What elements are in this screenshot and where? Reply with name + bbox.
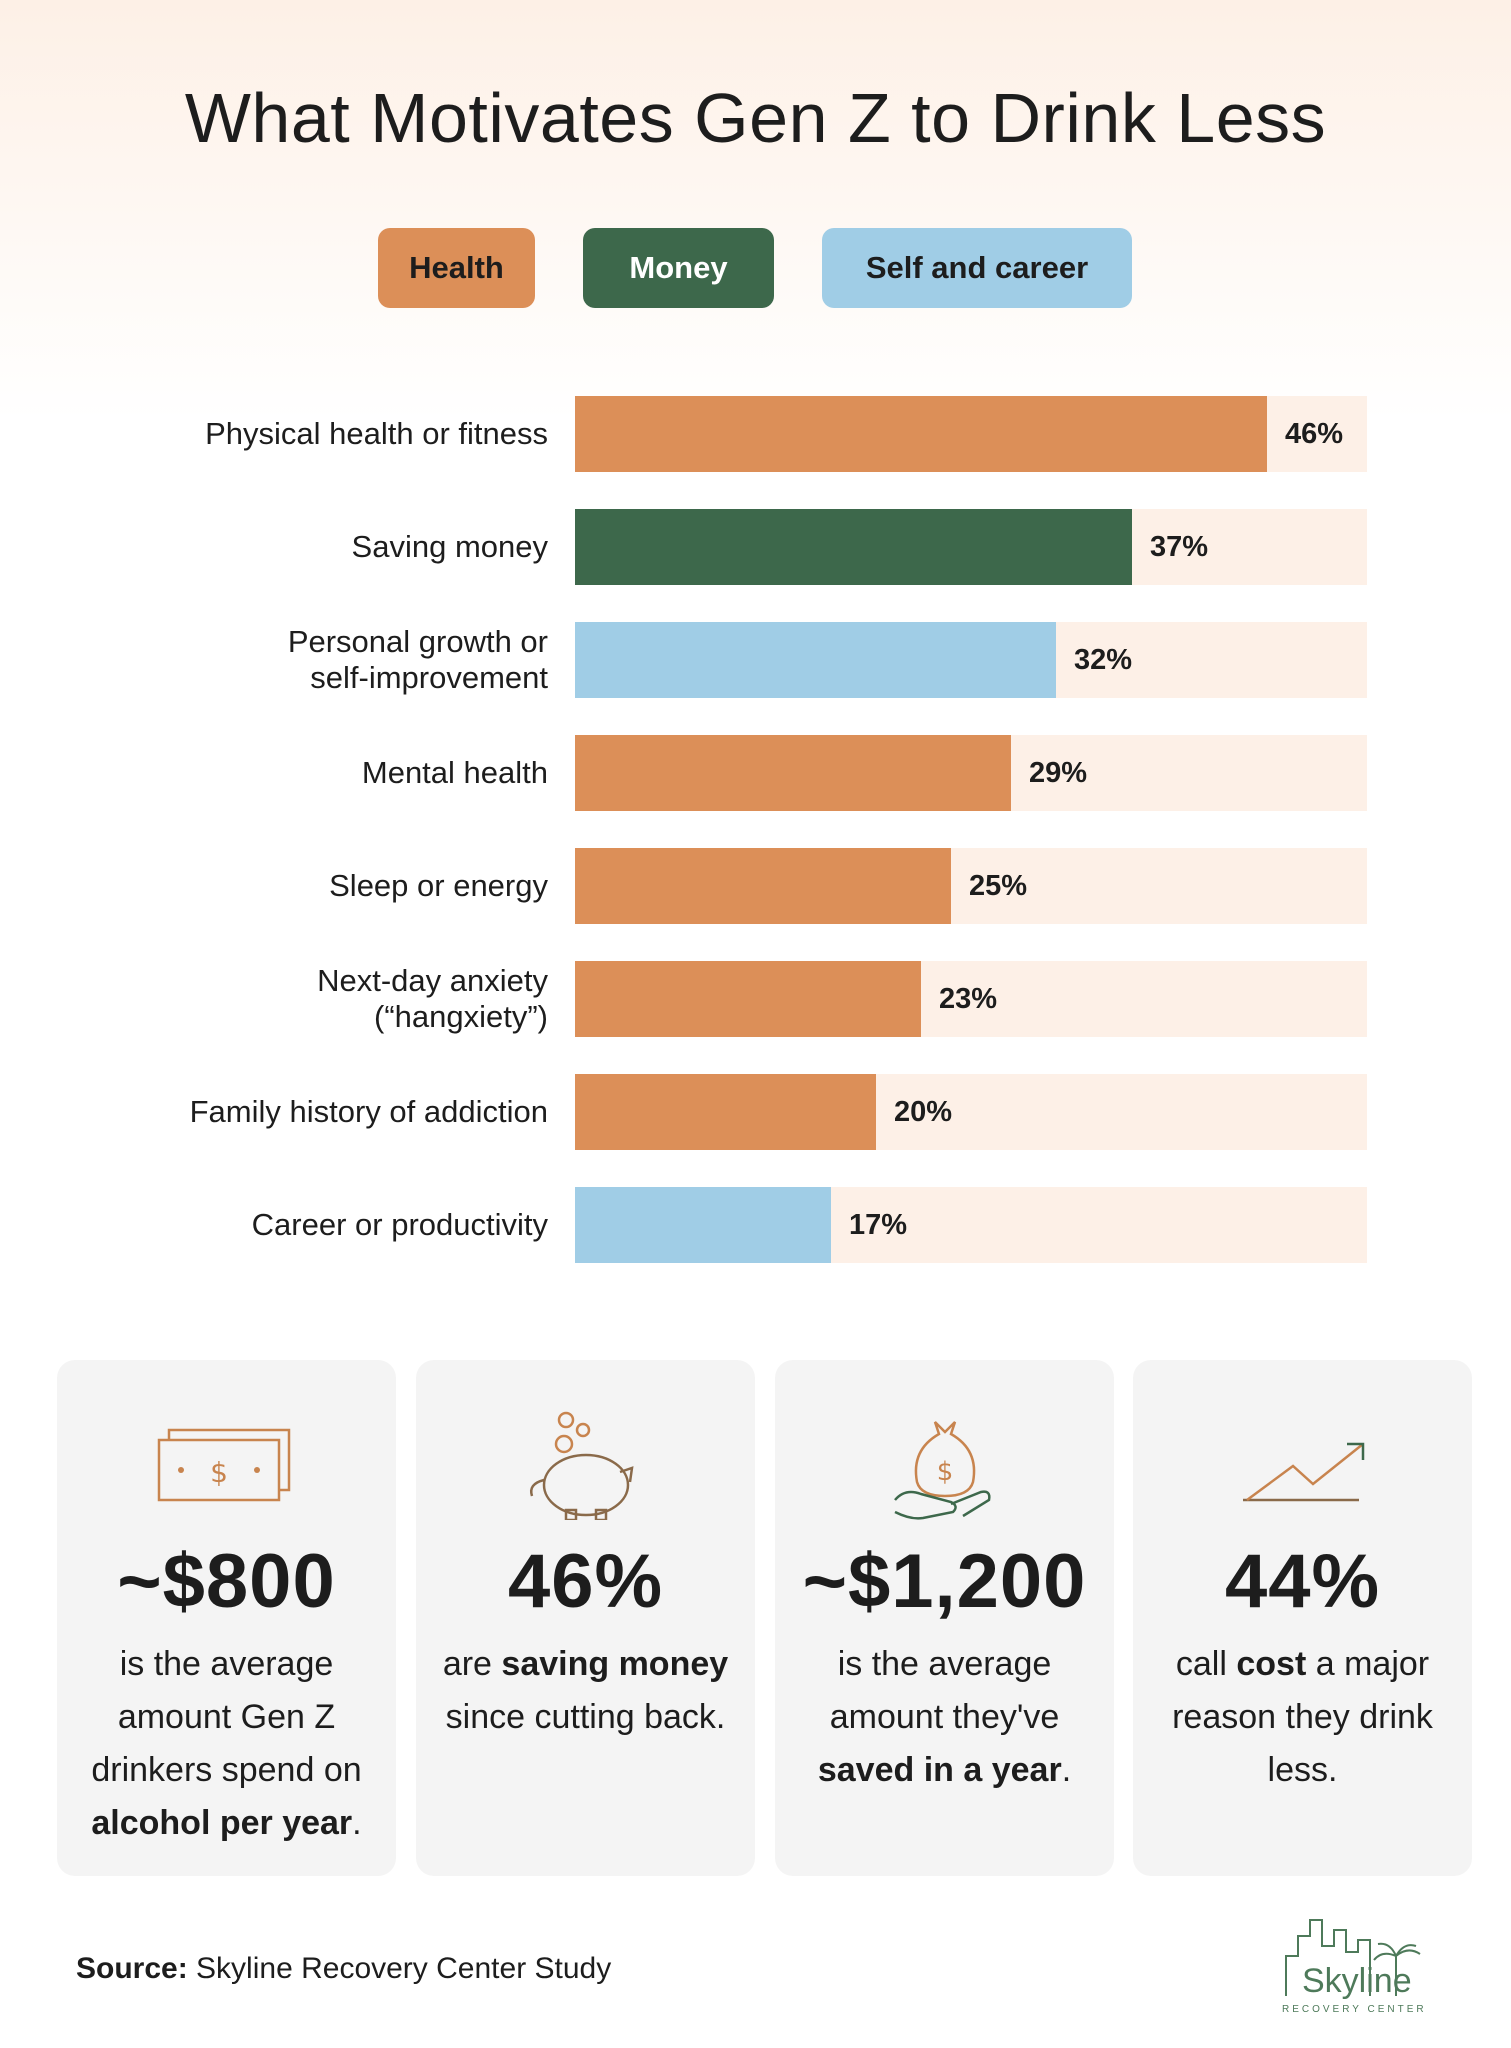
money-bag-hand-icon: $ — [894, 1421, 991, 1520]
stat-description: is the average amount Gen Z drinkers spe… — [91, 1645, 362, 1842]
stat-card-spend: $ ~$800 is the average amount Gen Z drin… — [57, 1360, 396, 1876]
category-label: Career or productivity — [251, 1207, 548, 1242]
bar — [575, 622, 1056, 698]
bar — [575, 961, 921, 1037]
logo-name: Skyline — [1302, 1962, 1412, 2000]
data-label: 20% — [894, 1096, 953, 1128]
stat-card-saved: $ ~$1,200 is the average amount they've … — [775, 1360, 1114, 1876]
category-label: Saving money — [351, 529, 548, 564]
svg-text:$: $ — [937, 1457, 954, 1487]
category-label: Mental health — [361, 755, 548, 790]
stat-description: are saving money since cutting back. — [442, 1645, 729, 1736]
bar — [575, 848, 951, 924]
legend-item-health: Health — [378, 228, 535, 308]
legend-item-self-and-career: Self and career — [822, 228, 1132, 308]
category-label: Family history of addiction — [189, 1094, 548, 1129]
logo-subtitle: RECOVERY CENTER — [1282, 2004, 1427, 2015]
data-label: 37% — [1150, 531, 1209, 563]
category-label: Personal growth or self-improvement — [287, 624, 548, 695]
stat-value: ~$800 — [117, 1539, 336, 1624]
data-label: 25% — [969, 870, 1028, 902]
stat-value: ~$1,200 — [802, 1539, 1087, 1624]
category-label: Physical health or fitness — [205, 416, 548, 451]
stat-card-saving: 46% are saving money since cutting back. — [416, 1360, 755, 1876]
bar — [575, 735, 1011, 811]
skyline-logo — [1285, 1919, 1421, 1996]
data-label: 23% — [939, 983, 998, 1015]
data-label: 46% — [1285, 418, 1344, 450]
bar — [575, 1187, 831, 1263]
source-note: Source: Skyline Recovery Center Study — [76, 1952, 612, 1985]
stat-value: 44% — [1224, 1539, 1381, 1624]
category-label: Next-day anxiety (“hangxiety”) — [317, 963, 548, 1034]
stat-card-cost: 44% call cost a major reason they drink … — [1133, 1360, 1472, 1876]
bar — [575, 396, 1267, 472]
bar — [575, 509, 1132, 585]
data-label: 32% — [1074, 644, 1133, 676]
stat-value: 46% — [507, 1539, 664, 1624]
category-label: Sleep or energy — [329, 868, 548, 903]
cash-bill-icon: $ — [157, 1428, 291, 1502]
data-label: 29% — [1029, 757, 1088, 789]
piggy-bank-icon — [530, 1411, 634, 1520]
data-label: 17% — [849, 1209, 908, 1241]
stat-description: call cost a major reason they drink less… — [1172, 1645, 1433, 1789]
chart-title: What Motivates Gen Z to Drink Less — [184, 79, 1327, 157]
legend-item-money: Money — [583, 228, 774, 308]
svg-text:$: $ — [210, 1456, 228, 1489]
bar — [575, 1074, 876, 1150]
trend-up-arrow-icon — [1243, 1442, 1365, 1502]
stat-description: is the average amount they've saved in a… — [817, 1645, 1072, 1789]
